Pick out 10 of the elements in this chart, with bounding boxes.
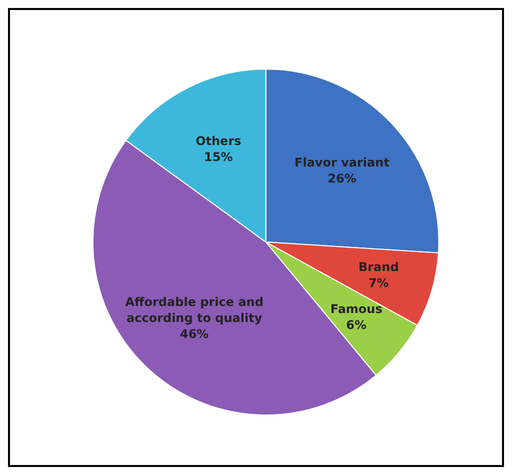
data-label: 46% [180, 327, 209, 342]
data-label: 6% [346, 318, 367, 332]
data-label: 26% [328, 172, 356, 186]
data-label: 15% [204, 150, 233, 164]
data-label: 7% [368, 276, 389, 290]
slice-label: Affordable price and according to quality [125, 295, 264, 326]
slice-label: Famous [330, 302, 382, 316]
slice-label: Flavor variant [294, 156, 390, 170]
slice-label: Others [196, 134, 242, 148]
slice-label: Brand [358, 260, 399, 274]
